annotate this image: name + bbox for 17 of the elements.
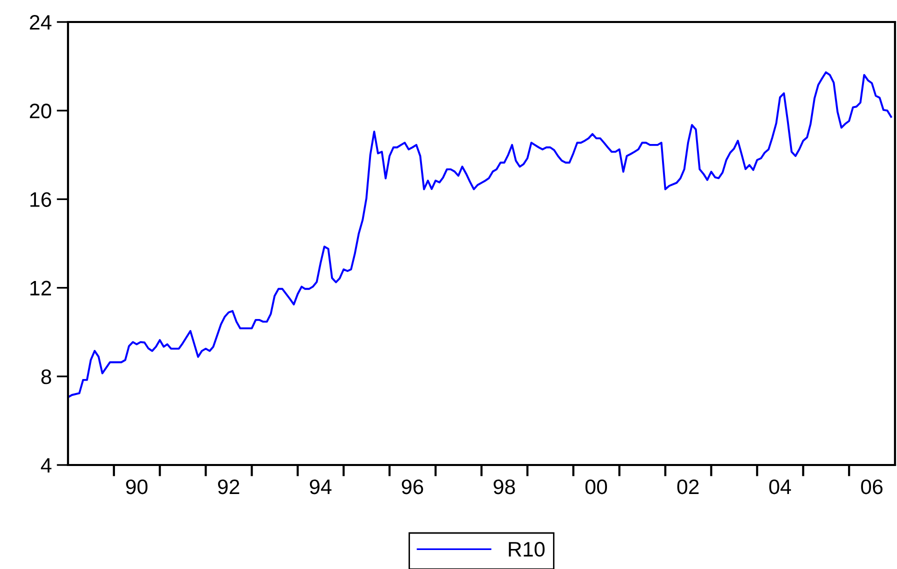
y-tick-label: 24	[30, 15, 52, 30]
x-tick-label: 98	[494, 479, 515, 494]
line-series	[68, 71, 892, 398]
legend-label: R10	[508, 542, 545, 557]
x-tick-label: 06	[861, 479, 883, 494]
y-tick-label: 16	[30, 192, 52, 207]
x-tick-label: 02	[677, 479, 699, 494]
x-tick-label: 04	[769, 479, 791, 494]
y-tick-label: 12	[30, 280, 51, 296]
x-tick-label: 92	[218, 479, 240, 494]
x-tick-label: 90	[126, 479, 148, 494]
x-tick-label: 96	[402, 479, 424, 494]
y-tick-label: 20	[30, 104, 52, 118]
x-tick-label: 00	[585, 479, 607, 494]
x-tick-label: 94	[310, 479, 332, 494]
y-tick-label: 4	[40, 458, 52, 473]
y-tick-label: 8	[41, 369, 52, 384]
